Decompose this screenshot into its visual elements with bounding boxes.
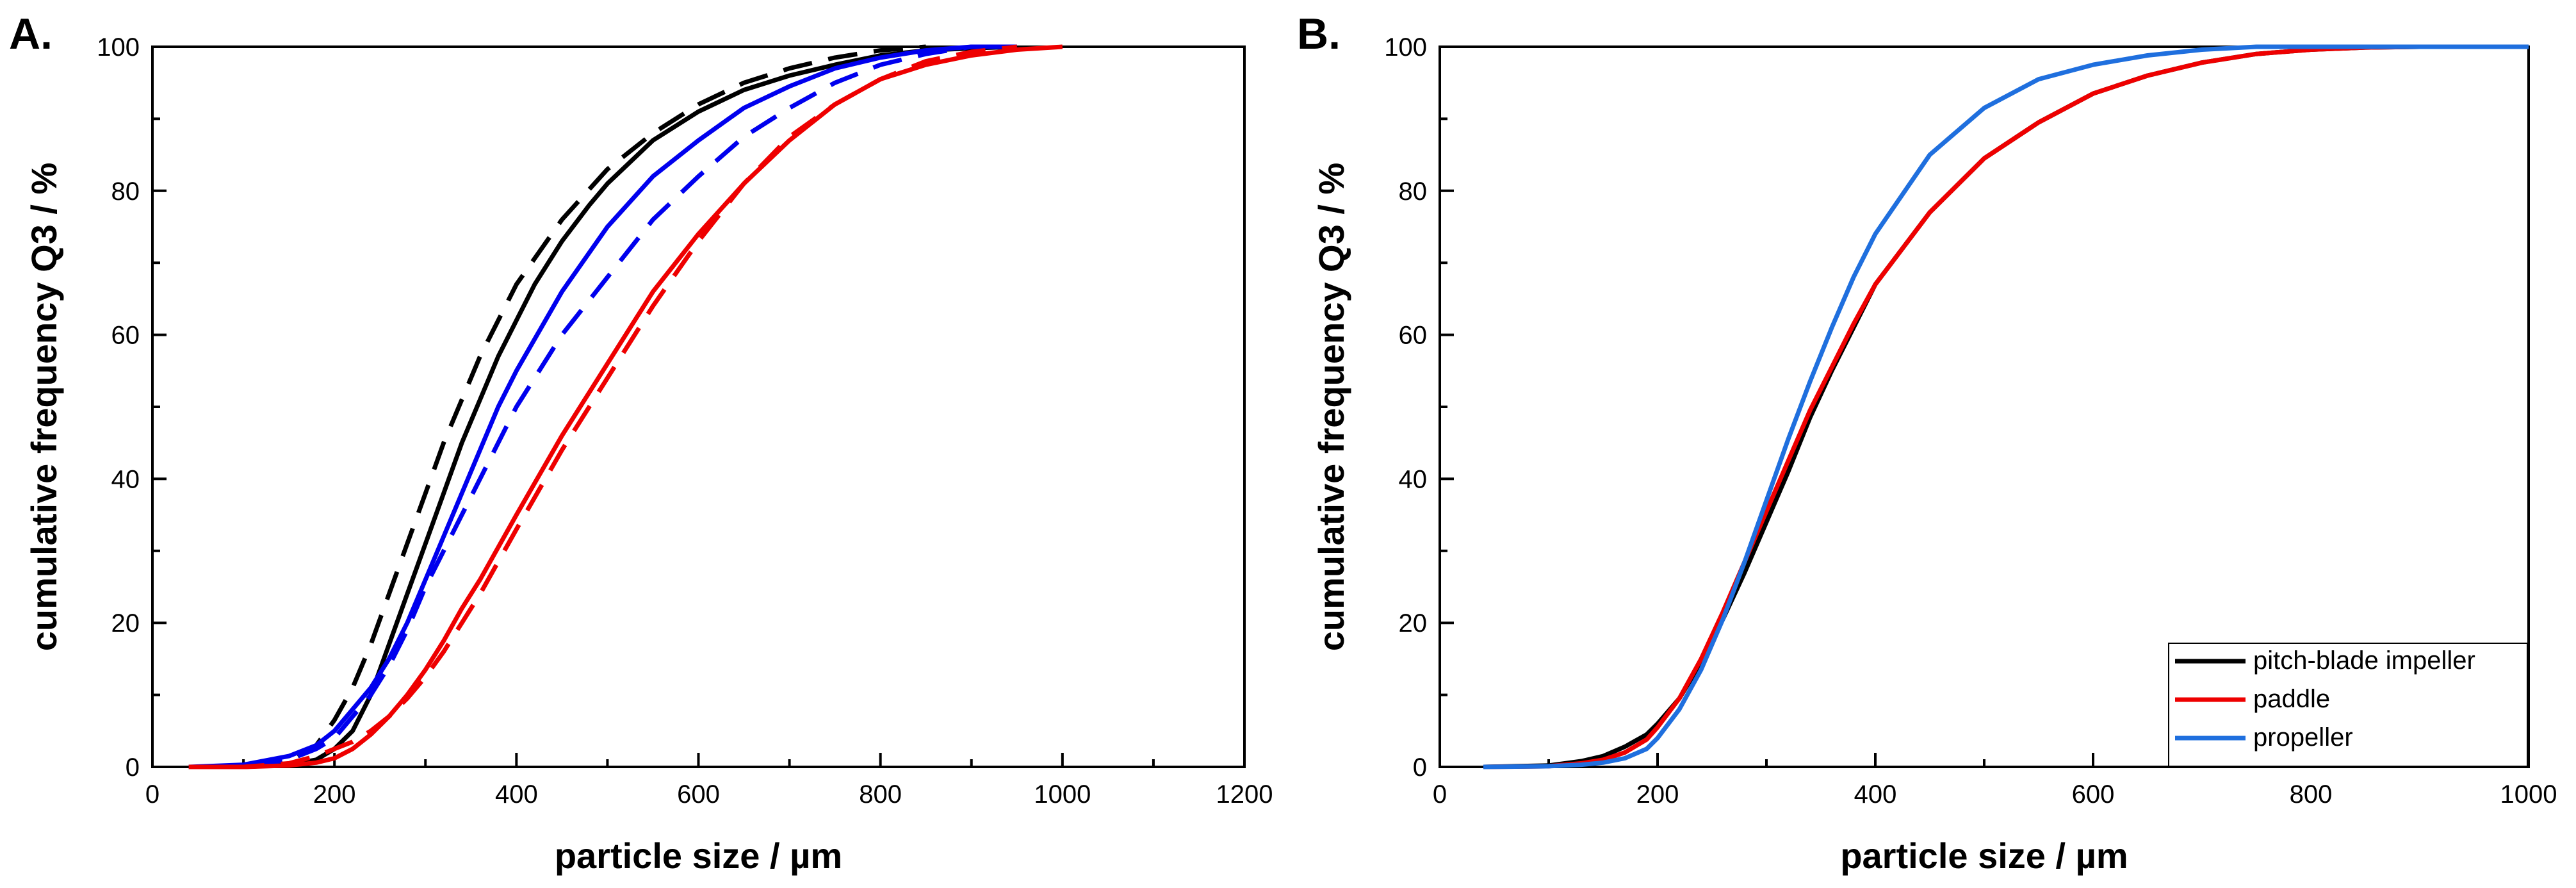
x-tick-label-b: 800 [2290, 780, 2333, 809]
x-tick-label-a: 1200 [1216, 780, 1273, 809]
x-tick-label-b: 0 [1433, 780, 1447, 809]
series-line-a-solid-0 [188, 44, 1017, 769]
x-tick-label-b: 600 [2072, 780, 2115, 809]
x-tick-label-a: 200 [313, 780, 356, 809]
y-tick-label-a: 80 [111, 177, 140, 206]
legend-label: paddle [2253, 685, 2330, 713]
x-axis-title-b: particle size / µm [1840, 835, 2128, 876]
y-tick-label-a: 60 [111, 322, 140, 350]
y-tick-label-b: 40 [1399, 465, 1428, 493]
panel-label-b: B. [1297, 10, 1341, 58]
y-tick-label-a: 100 [97, 33, 140, 62]
y-tick-label-b: 60 [1399, 322, 1428, 350]
y-tick-label-b: 100 [1384, 33, 1427, 62]
x-tick-label-b: 200 [1636, 780, 1679, 809]
y-tick-label-b: 80 [1399, 177, 1428, 206]
x-tick-label-a: 800 [859, 780, 902, 809]
series-line-a-solid-4 [188, 44, 1063, 769]
series-line-a-dashed-1 [207, 44, 926, 769]
x-axis-title-a: particle size / µm [555, 835, 842, 876]
x-tick-label-b: 1000 [2500, 780, 2557, 809]
legend-label: pitch-blade impeller [2253, 646, 2475, 675]
x-tick-label-a: 0 [145, 780, 159, 809]
x-tick-label-a: 1000 [1034, 780, 1091, 809]
series-line-b-propeller [1483, 44, 2529, 769]
x-tick-label-b: 400 [1854, 780, 1897, 809]
series-line-b-paddle [1483, 44, 2529, 769]
legend-box [2168, 643, 2528, 767]
x-tick-label-a: 400 [495, 780, 538, 809]
y-axis-title-a: cumulative frequency Q3 / % [24, 163, 64, 651]
plot-frame-a [151, 45, 1246, 768]
y-tick-label-b: 0 [1413, 753, 1427, 782]
x-tick-label-a: 600 [677, 780, 720, 809]
legend-label: propeller [2253, 723, 2353, 752]
y-axis-title-b: cumulative frequency Q3 / % [1311, 163, 1351, 651]
y-tick-label-a: 40 [111, 465, 140, 493]
y-tick-label-a: 20 [111, 609, 140, 637]
series-line-a-solid-2 [188, 44, 1017, 769]
series-line-a-dashed-5 [188, 44, 1018, 769]
y-tick-label-a: 0 [126, 753, 140, 782]
y-tick-label-b: 20 [1399, 609, 1428, 637]
series-line-a-dashed-3 [207, 44, 972, 769]
panel-label-a: A. [9, 10, 53, 58]
